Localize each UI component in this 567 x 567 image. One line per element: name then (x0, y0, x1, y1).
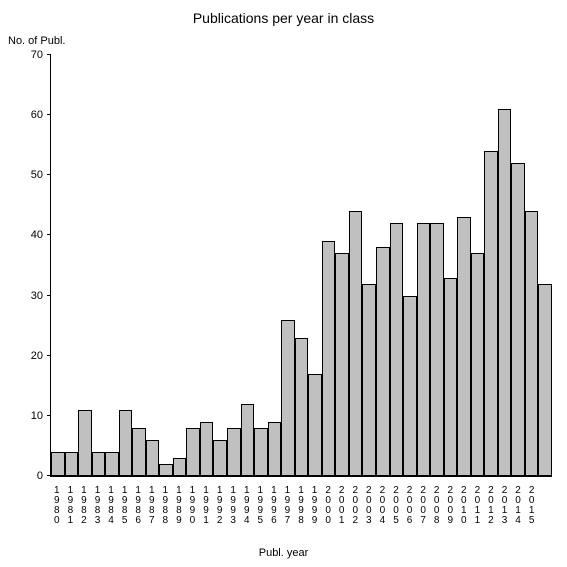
bar (403, 296, 417, 476)
y-tick-label: 70 (13, 49, 51, 61)
x-tick-label: 1981 (65, 486, 75, 526)
bar (227, 428, 241, 476)
x-tick-label: 2004 (377, 486, 387, 526)
bar (322, 241, 336, 476)
x-tick-label: 1995 (255, 486, 265, 526)
x-tick-label: 1987 (147, 486, 157, 526)
bar (444, 278, 458, 476)
plot-area: 010203040506070 (50, 55, 552, 477)
bar (65, 452, 79, 476)
bar (281, 320, 295, 476)
y-tick-mark (47, 54, 51, 55)
bar (132, 428, 146, 476)
chart-title: Publications per year in class (0, 10, 567, 26)
bar (511, 163, 525, 476)
bar (376, 247, 390, 476)
x-tick-label: 2013 (500, 486, 510, 526)
x-tick-label: 1998 (296, 486, 306, 526)
bar (471, 253, 485, 476)
bar (538, 284, 552, 476)
x-tick-label: 2009 (445, 486, 455, 526)
x-tick-label: 2000 (323, 486, 333, 526)
x-tick-label: 2006 (405, 486, 415, 526)
bar (78, 410, 92, 476)
x-tick-label: 1994 (242, 486, 252, 526)
x-tick-label: 2005 (391, 486, 401, 526)
x-labels-group: 19801981 19821983 1984 19851986 19871988 1989… (50, 482, 552, 537)
bar (295, 338, 309, 476)
bar (119, 410, 133, 476)
x-tick-label: 2014 (513, 486, 523, 526)
x-tick-label: 1996 (269, 486, 279, 526)
bar (484, 151, 498, 476)
x-tick-label: 2001 (337, 486, 347, 526)
y-tick-label: 40 (13, 229, 51, 241)
bar (362, 284, 376, 476)
y-tick-label: 60 (13, 109, 51, 121)
x-tick-label: 2015 (527, 486, 537, 526)
y-tick-label: 0 (13, 470, 51, 482)
y-tick-mark (47, 475, 51, 476)
y-tick-mark (47, 114, 51, 115)
y-tick-mark (47, 234, 51, 235)
y-tick-label: 50 (13, 169, 51, 181)
bar (146, 440, 160, 476)
bar (390, 223, 404, 476)
y-tick-mark (47, 415, 51, 416)
bar (105, 452, 119, 476)
x-tick-label: 2010 (459, 486, 469, 526)
bar (268, 422, 282, 476)
x-axis-label: Publ. year (0, 547, 567, 559)
y-axis-label: No. of Publ. (8, 35, 65, 47)
x-tick-label: 2011 (472, 486, 482, 526)
x-tick-label: 1990 (187, 486, 197, 526)
bar (335, 253, 349, 476)
x-tick-label: 2002 (350, 486, 360, 526)
bar (525, 211, 539, 476)
bar (254, 428, 268, 476)
bar (349, 211, 363, 476)
x-tick-label: 2003 (364, 486, 374, 526)
x-tick-label: 1997 (282, 486, 292, 526)
x-tick-label: 2008 (432, 486, 442, 526)
bar (186, 428, 200, 476)
bar (92, 452, 106, 476)
y-tick-label: 30 (13, 290, 51, 302)
bar (173, 458, 187, 476)
x-tick-label: 1991 (201, 486, 211, 526)
x-tick-label: 1989 (174, 486, 184, 526)
x-tick-label: 2012 (486, 486, 496, 526)
bar (498, 109, 512, 476)
x-tick-label: 1986 (133, 486, 143, 526)
bar (159, 464, 173, 476)
x-tick-label: 1985 (120, 486, 130, 526)
bar (51, 452, 65, 476)
bar (200, 422, 214, 476)
bar (430, 223, 444, 476)
y-tick-mark (47, 295, 51, 296)
y-tick-mark (47, 174, 51, 175)
x-tick-label: 1988 (160, 486, 170, 526)
bar (241, 404, 255, 476)
x-tick-label: 1993 (228, 486, 238, 526)
x-tick-label: 1999 (310, 486, 320, 526)
y-tick-label: 20 (13, 350, 51, 362)
bar (213, 440, 227, 476)
x-tick-label: 1983 (92, 486, 102, 526)
x-tick-label: 1984 (106, 486, 116, 526)
x-tick-label: 1982 (79, 486, 89, 526)
y-tick-label: 10 (13, 410, 51, 422)
bar (308, 374, 322, 476)
x-tick-label: 1992 (215, 486, 225, 526)
x-tick-label: 2007 (418, 486, 428, 526)
bar (457, 217, 471, 476)
bars-group (51, 55, 552, 476)
bar (417, 223, 431, 476)
x-tick-label: 1980 (52, 486, 62, 526)
y-tick-mark (47, 355, 51, 356)
chart-container: Publications per year in class No. of Pu… (0, 0, 567, 567)
